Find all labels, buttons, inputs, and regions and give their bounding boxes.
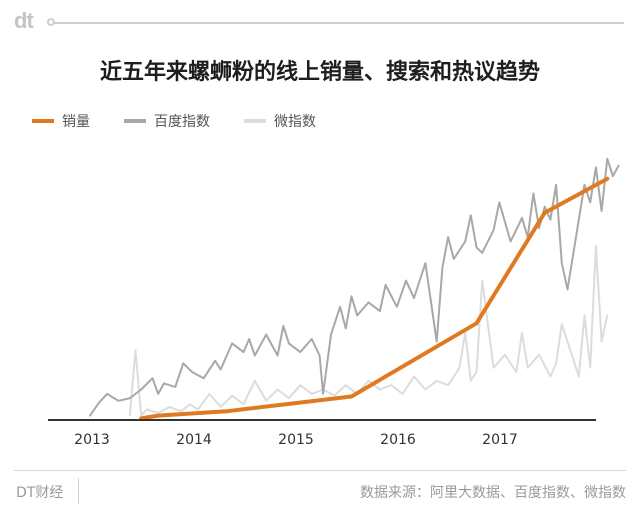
footer-source: 数据来源：阿里大数据、百度指数、微指数	[360, 485, 626, 501]
top-divider	[52, 22, 624, 24]
top-bar: dt	[0, 0, 640, 44]
footer-divider	[14, 470, 626, 471]
x-tick-label: 2014	[176, 432, 212, 448]
chart-legend: 销量 百度指数 微指数	[32, 110, 350, 132]
legend-label-sales: 销量	[62, 114, 90, 130]
legend-label-baidu: 百度指数	[154, 114, 210, 130]
x-tick-label: 2016	[380, 432, 416, 448]
x-tick-label: 2017	[482, 432, 518, 448]
series-line-weibo	[128, 244, 609, 417]
legend-item-sales: 销量	[32, 111, 90, 131]
series-line-sales	[139, 176, 610, 421]
x-tick-label: 2015	[278, 432, 314, 448]
series-line-baidu	[89, 157, 620, 417]
chart-title: 近五年来螺蛳粉的线上销量、搜索和热议趋势	[99, 60, 540, 85]
legend-swatch-baidu	[124, 119, 146, 123]
legend-swatch-weibo	[244, 119, 266, 123]
dt-logo: dt	[14, 8, 34, 33]
legend-item-weibo: 微指数	[244, 111, 316, 131]
footer-separator	[78, 478, 79, 504]
legend-item-baidu: 百度指数	[124, 111, 210, 131]
legend-swatch-sales	[32, 119, 54, 123]
footer-brand: DT财经	[16, 485, 64, 501]
top-divider-dot	[47, 18, 55, 26]
legend-label-weibo: 微指数	[274, 114, 316, 130]
line-chart: 2013 2014 2015 2016 2017	[48, 157, 620, 448]
x-tick-label: 2013	[74, 432, 110, 448]
